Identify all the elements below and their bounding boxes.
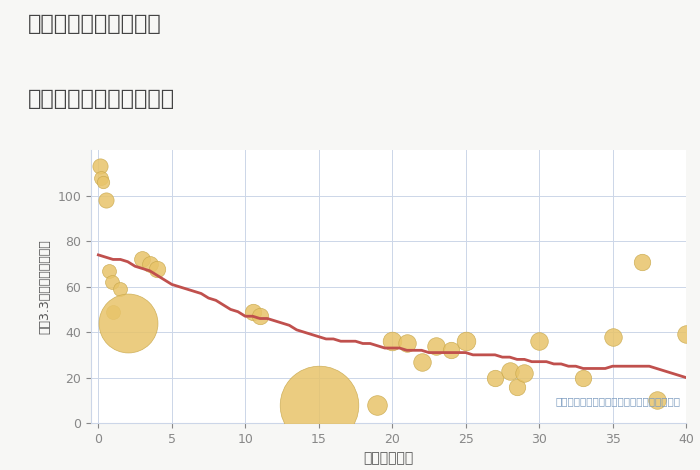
Point — [136, 256, 148, 263]
Text: 円の大きさは、取引のあった物件面積を示す: 円の大きさは、取引のあった物件面積を示す — [555, 397, 680, 407]
Point — [106, 278, 117, 286]
Point — [94, 163, 106, 170]
Point — [254, 313, 265, 320]
Point — [504, 367, 515, 375]
Point — [519, 369, 530, 377]
Point — [247, 308, 258, 315]
Text: 築年数別中古戸建て価格: 築年数別中古戸建て価格 — [28, 89, 175, 110]
Point — [100, 196, 111, 204]
Text: 三重県鈴鹿市秋永町の: 三重県鈴鹿市秋永町の — [28, 14, 162, 34]
Point — [445, 346, 456, 354]
Point — [107, 308, 118, 315]
Point — [313, 401, 324, 408]
Point — [578, 374, 589, 381]
Point — [97, 179, 108, 186]
Point — [512, 383, 523, 391]
Point — [680, 331, 692, 338]
Point — [372, 401, 383, 408]
Point — [401, 340, 412, 347]
Point — [651, 397, 662, 404]
X-axis label: 築年数（年）: 築年数（年） — [363, 451, 414, 465]
Point — [636, 258, 648, 266]
Point — [533, 337, 545, 345]
Point — [144, 260, 155, 268]
Point — [416, 358, 427, 366]
Point — [607, 333, 618, 340]
Point — [386, 337, 398, 345]
Point — [122, 319, 133, 327]
Y-axis label: 坪（3.3㎡）単価（万円）: 坪（3.3㎡）単価（万円） — [38, 239, 52, 334]
Point — [115, 285, 126, 293]
Point — [103, 267, 114, 274]
Point — [96, 174, 107, 181]
Point — [489, 374, 500, 381]
Point — [151, 265, 162, 272]
Point — [460, 337, 471, 345]
Point — [430, 342, 442, 350]
